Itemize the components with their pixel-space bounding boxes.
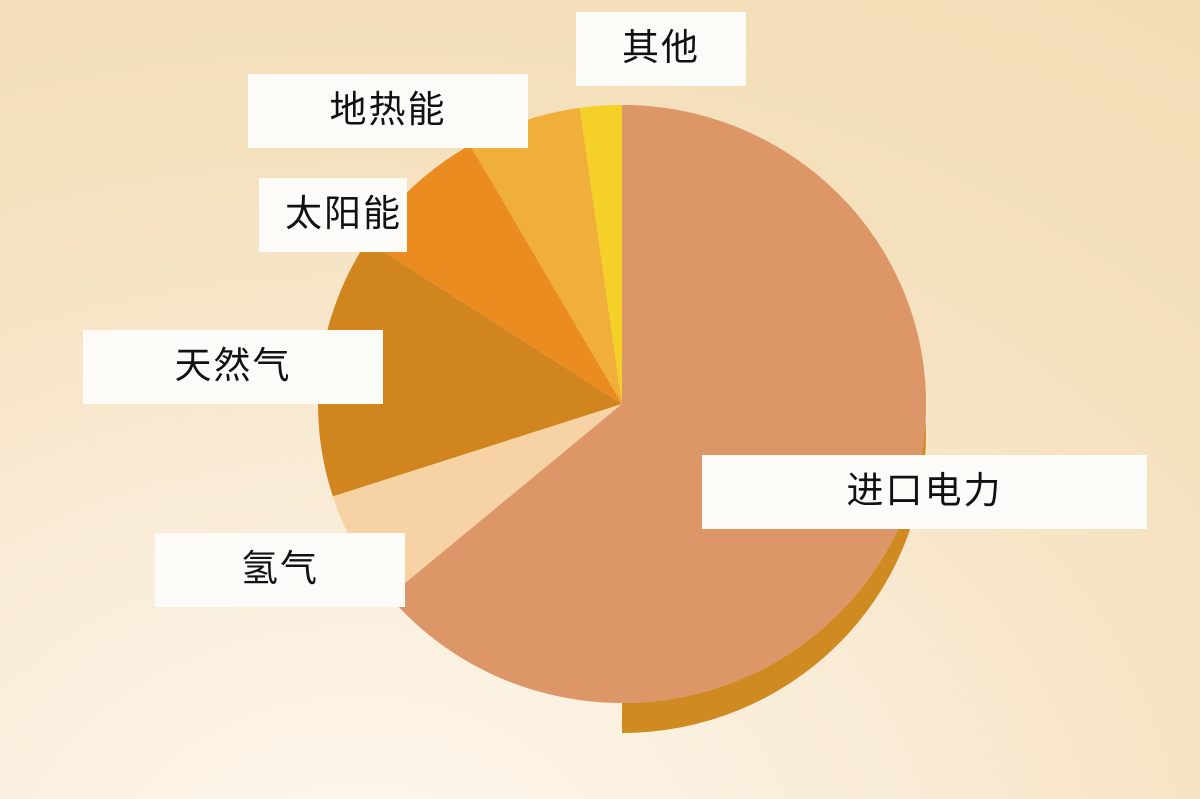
pie-slice-天然气[interactable]: 天然气 14.2% — [318, 241, 622, 497]
pie-slice-太阳能[interactable]: 太阳能 7.5% — [367, 145, 622, 404]
pie-slice-进口电力[interactable]: 进口电力 63.9% — [389, 105, 927, 704]
pie-slice-氢气[interactable]: 氢气 6.1% — [332, 404, 622, 597]
slice-label-natural-gas[interactable]: 天然气 — [83, 330, 383, 404]
pie-top-surface: 其他 2.2%地热能 6.1%太阳能 7.5%天然气 14.2%氢气 6.1%进… — [318, 105, 927, 704]
slice-label-imported-electricity[interactable]: 进口电力 — [702, 455, 1147, 529]
pie-slice-其他[interactable]: 其他 2.2% — [579, 105, 622, 404]
slice-label-hydrogen[interactable]: 氢气 — [155, 533, 405, 607]
slice-label-geothermal[interactable]: 地热能 — [248, 74, 528, 148]
pie-slice-地热能[interactable]: 地热能 6.1% — [470, 107, 622, 404]
slice-label-solar[interactable]: 太阳能 — [259, 178, 407, 252]
slice-label-other[interactable]: 其他 — [576, 12, 746, 86]
